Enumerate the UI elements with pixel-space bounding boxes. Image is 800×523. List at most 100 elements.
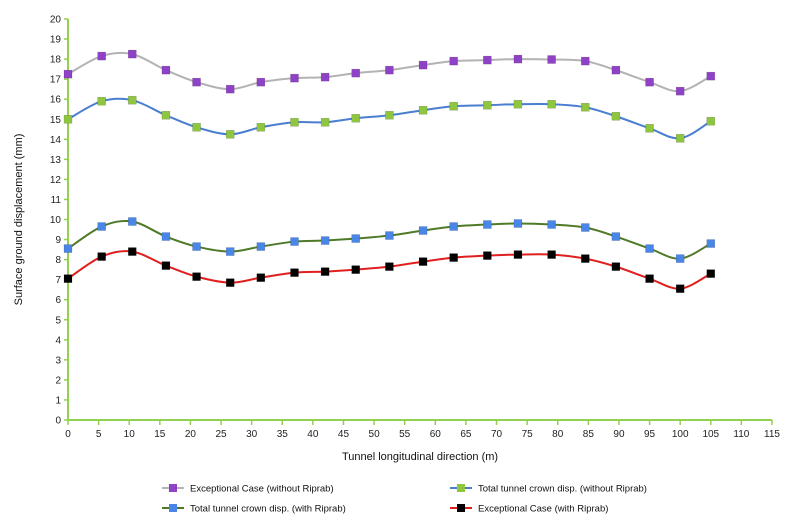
y-axis-title: Surface ground displacement (mm) <box>13 134 25 306</box>
data-point <box>547 99 556 109</box>
data-point <box>351 265 360 274</box>
y-tick-label: 5 <box>55 315 61 326</box>
y-tick-label: 18 <box>50 55 62 66</box>
legend-label: Total tunnel crown disp. (without Riprab… <box>478 484 647 495</box>
data-point <box>320 72 330 82</box>
y-tick-label: 0 <box>55 416 61 427</box>
data-point <box>63 115 73 124</box>
data-point <box>385 231 394 240</box>
data-point <box>128 95 137 105</box>
data-point <box>418 226 428 235</box>
data-point <box>513 250 523 259</box>
data-point <box>449 101 458 111</box>
data-point <box>97 51 106 61</box>
data-point <box>645 77 654 87</box>
x-tick-label: 35 <box>277 429 289 440</box>
data-point <box>225 247 235 256</box>
legend-label: Exceptional Case (with Riprab) <box>478 504 608 515</box>
x-tick-label: 95 <box>644 429 656 440</box>
data-point <box>225 84 235 94</box>
data-point <box>63 274 73 283</box>
data-point <box>706 71 716 81</box>
data-point <box>581 102 590 112</box>
y-tick-label: 2 <box>55 375 61 386</box>
legend-marker <box>169 504 177 512</box>
data-point <box>256 77 266 87</box>
data-point <box>192 77 201 87</box>
data-point <box>290 73 299 83</box>
series-4 <box>63 247 716 293</box>
data-point <box>128 247 137 256</box>
legend-label: Total tunnel crown disp. (with Riprab) <box>190 504 346 515</box>
data-point <box>449 56 458 66</box>
x-tick-label: 100 <box>672 429 689 440</box>
y-tick-label: 11 <box>51 195 62 206</box>
data-point <box>385 65 394 75</box>
data-point <box>192 242 201 251</box>
x-tick-label: 65 <box>460 429 472 440</box>
data-point <box>320 267 330 276</box>
data-point <box>418 257 428 266</box>
data-point <box>418 105 428 115</box>
y-tick-label: 14 <box>50 135 62 146</box>
data-point <box>97 222 106 231</box>
data-point <box>290 118 299 127</box>
x-tick-label: 75 <box>522 429 534 440</box>
legend-label: Exceptional Case (without Riprab) <box>190 484 334 495</box>
legend: Exceptional Case (without Riprab) Total t… <box>162 484 647 515</box>
data-point <box>161 65 171 75</box>
data-point <box>192 272 201 281</box>
data-point <box>483 55 492 65</box>
series-1 <box>63 49 716 96</box>
x-tick-label: 30 <box>246 429 258 440</box>
x-tick-label: 20 <box>185 429 197 440</box>
y-tick-label: 17 <box>50 75 62 86</box>
y-tick-label: 12 <box>50 175 62 186</box>
data-point <box>128 217 137 226</box>
data-point <box>225 130 235 139</box>
x-tick-label: 15 <box>154 429 166 440</box>
data-point <box>645 244 654 253</box>
y-tick-label: 4 <box>55 335 61 346</box>
data-point <box>192 123 201 132</box>
data-point <box>256 242 266 251</box>
legend-item: Exceptional Case (without Riprab) <box>162 484 334 495</box>
data-point <box>581 254 590 263</box>
data-point <box>483 251 492 260</box>
y-tick-label: 20 <box>50 15 62 26</box>
y-tick-label: 15 <box>50 115 62 126</box>
data-point <box>63 69 73 79</box>
x-tick-label: 70 <box>491 429 503 440</box>
data-point <box>675 86 685 96</box>
y-tick-label: 3 <box>55 355 61 366</box>
data-point <box>513 219 523 228</box>
x-tick-label: 40 <box>307 429 319 440</box>
y-tick-label: 6 <box>55 295 61 306</box>
x-tick-label: 105 <box>702 429 719 440</box>
data-point <box>513 99 523 109</box>
legend-marker <box>457 484 465 492</box>
x-tick-label: 85 <box>583 429 595 440</box>
data-point <box>675 284 685 293</box>
series-2 <box>63 95 716 143</box>
y-tick-label: 7 <box>55 275 61 286</box>
x-tick-label: 115 <box>764 429 780 440</box>
data-point <box>611 111 621 121</box>
data-point <box>547 250 556 259</box>
y-tick-label: 8 <box>55 255 61 266</box>
data-point <box>645 124 654 133</box>
legend-item: Total tunnel crown disp. (with Riprab) <box>162 504 346 515</box>
y-tick-label: 13 <box>50 155 62 166</box>
y-tick-label: 19 <box>50 35 62 46</box>
data-point <box>128 49 137 59</box>
data-point <box>351 68 360 78</box>
legend-marker <box>457 504 465 512</box>
data-point <box>225 278 235 287</box>
data-point <box>581 223 590 232</box>
x-tick-label: 80 <box>552 429 564 440</box>
data-point <box>97 252 106 261</box>
x-tick-label: 60 <box>430 429 442 440</box>
x-tick-label: 25 <box>215 429 227 440</box>
data-point <box>547 220 556 229</box>
